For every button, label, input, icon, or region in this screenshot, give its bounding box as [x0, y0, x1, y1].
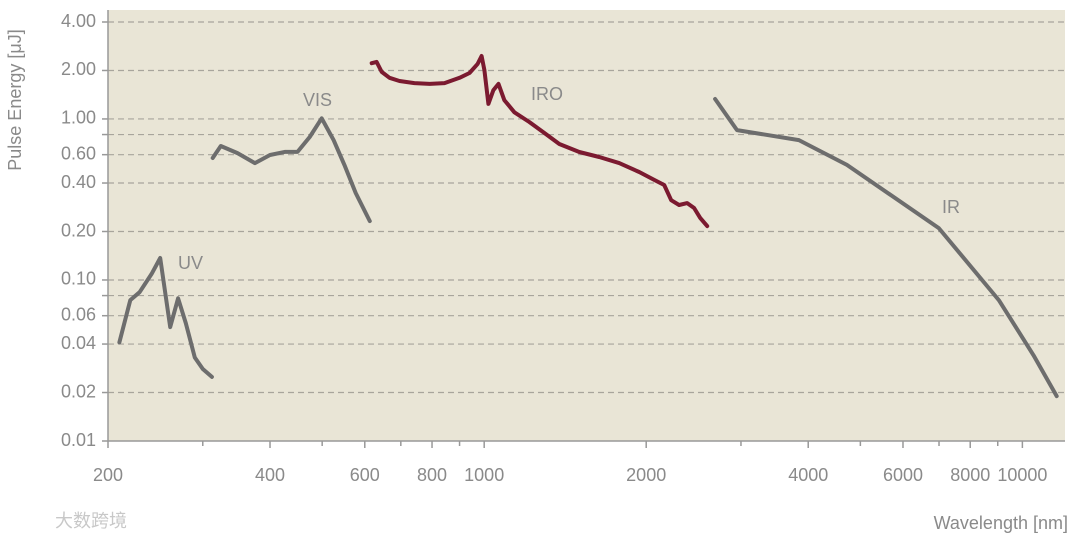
- y-tick-label: 4.00: [61, 11, 96, 31]
- plot-area: [108, 10, 1065, 441]
- series-label: VIS: [303, 90, 332, 110]
- series-line: [369, 54, 710, 229]
- x-axis-label: Wavelength [nm]: [934, 513, 1068, 533]
- series-line: [713, 97, 1059, 399]
- y-tick-label: 0.04: [61, 333, 96, 353]
- x-tick-label: 4000: [788, 465, 828, 485]
- watermark: 大数跨境: [55, 511, 127, 531]
- y-tick-label: 0.20: [61, 220, 96, 240]
- series-line: [210, 116, 372, 224]
- y-tick-label: 1.00: [61, 108, 96, 128]
- y-tick-label: 2.00: [61, 59, 96, 79]
- y-axis-label: Pulse Energy [μJ]: [5, 29, 25, 170]
- x-tick-label: 400: [255, 465, 285, 485]
- x-tick-label: 8000: [950, 465, 990, 485]
- y-tick-label: 0.10: [61, 269, 96, 289]
- series-label: IRO: [531, 84, 563, 104]
- x-tick-label: 600: [350, 465, 380, 485]
- x-tick-label: 6000: [883, 465, 923, 485]
- y-tick-label: 0.02: [61, 381, 96, 401]
- y-tick-label: 0.60: [61, 143, 96, 163]
- y-tick-label: 0.01: [61, 430, 96, 450]
- y-tick-label: 0.40: [61, 172, 96, 192]
- x-tick-label: 10000: [997, 465, 1047, 485]
- series-label: UV: [178, 253, 203, 273]
- series-line: [117, 256, 214, 379]
- x-tick-label: 800: [417, 465, 447, 485]
- y-tick-label: 0.06: [61, 304, 96, 324]
- series-label: IR: [942, 197, 960, 217]
- x-tick-label: 200: [93, 465, 123, 485]
- x-tick-label: 1000: [464, 465, 504, 485]
- x-tick-label: 2000: [626, 465, 666, 485]
